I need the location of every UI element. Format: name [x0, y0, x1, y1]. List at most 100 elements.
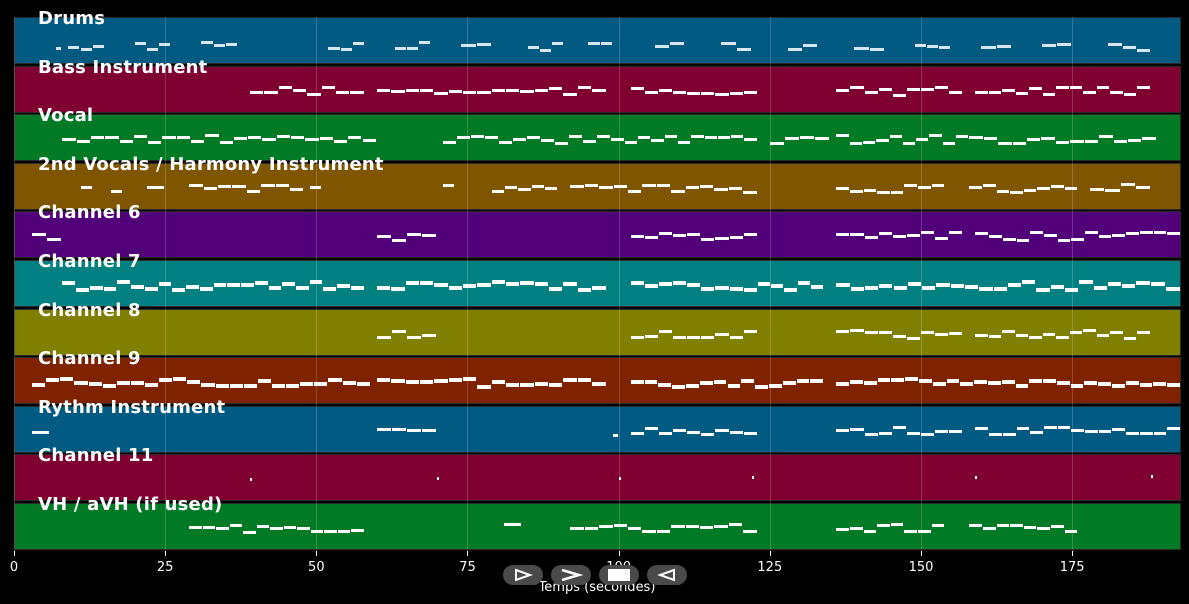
note-mark: [998, 142, 1012, 146]
play-button[interactable]: [503, 565, 543, 585]
note-mark: [982, 527, 996, 530]
note-mark: [286, 384, 300, 389]
note-mark: [854, 47, 869, 50]
note-mark: [1071, 238, 1085, 242]
note-mark: [1167, 426, 1180, 430]
track-label: Drums: [38, 8, 106, 29]
note-mark: [201, 41, 213, 44]
note-mark: [736, 48, 751, 51]
note-mark: [890, 190, 904, 194]
x-tick-mark: [920, 551, 922, 556]
note-mark: [350, 286, 364, 290]
note-mark: [544, 186, 558, 190]
note-mark: [213, 44, 225, 47]
note-mark: [419, 88, 434, 92]
note-mark: [391, 89, 405, 93]
note-mark: [630, 281, 644, 285]
note-mark: [1122, 46, 1136, 49]
note-mark: [699, 381, 713, 386]
x-tick-mark: [769, 551, 771, 556]
note-mark: [1090, 187, 1105, 191]
note-mark: [1142, 137, 1156, 141]
note-mark: [836, 382, 850, 387]
note-mark: [906, 431, 920, 435]
note-mark: [651, 139, 664, 143]
note-mark: [671, 525, 685, 528]
note-mark: [815, 137, 830, 141]
note-mark: [376, 335, 391, 339]
note-mark: [974, 380, 987, 385]
note-mark: [376, 235, 391, 239]
note-mark: [1126, 431, 1139, 435]
note-mark: [630, 380, 644, 385]
note-mark: [849, 142, 862, 146]
note-mark: [506, 383, 520, 388]
note-mark: [134, 42, 146, 45]
note-mark: [584, 183, 599, 187]
note-mark: [1057, 425, 1071, 429]
note-mark: [216, 527, 229, 530]
note-mark: [931, 524, 945, 527]
note-mark: [1041, 137, 1055, 141]
note-mark: [394, 47, 407, 50]
note-mark: [687, 430, 701, 434]
note-mark: [1137, 330, 1150, 334]
note-mark: [600, 42, 612, 45]
note-mark: [917, 185, 931, 189]
note-mark: [673, 90, 687, 94]
note-mark: [391, 239, 407, 243]
note-mark: [314, 382, 328, 387]
note-mark: [850, 427, 864, 431]
note-mark: [810, 285, 824, 289]
note-mark: [989, 235, 1002, 239]
note-mark: [563, 378, 577, 383]
note-mark: [588, 42, 600, 45]
forward-button[interactable]: [551, 565, 591, 585]
note-mark: [1029, 86, 1042, 90]
note-mark: [520, 281, 534, 285]
note-mark: [714, 525, 728, 528]
note-mark: [863, 530, 877, 533]
note-mark: [1165, 287, 1180, 291]
note-mark: [1105, 188, 1120, 192]
note-mark: [1084, 381, 1098, 386]
note-mark: [717, 136, 731, 140]
note-mark: [877, 524, 890, 527]
note-mark: [902, 142, 916, 146]
note-mark: [462, 284, 477, 288]
note-mark: [213, 283, 227, 287]
note-mark: [1029, 335, 1042, 339]
note-mark: [618, 477, 621, 481]
note-mark: [714, 187, 728, 191]
note-mark: [964, 285, 979, 289]
note-mark: [310, 185, 322, 189]
note-mark: [1070, 140, 1084, 144]
note-mark: [205, 134, 219, 138]
stop-button[interactable]: [599, 565, 639, 585]
note-mark: [1037, 186, 1050, 190]
note-mark: [1037, 527, 1050, 530]
note-mark: [457, 136, 471, 140]
note-mark: [362, 139, 376, 143]
note-mark: [176, 136, 190, 140]
back-button[interactable]: [647, 565, 687, 585]
track-label: Rythm Instrument: [38, 396, 226, 418]
note-mark: [1110, 90, 1123, 94]
track-label: Channel 7: [38, 251, 141, 272]
note-mark: [32, 383, 46, 388]
note-mark: [233, 137, 248, 141]
x-tick-mark: [618, 551, 620, 556]
note-mark: [1112, 234, 1126, 238]
note-mark: [1043, 234, 1057, 238]
note-mark: [249, 478, 252, 482]
note-mark: [850, 328, 864, 332]
note-mark: [654, 45, 670, 48]
note-mark: [270, 527, 283, 530]
note-mark: [1050, 184, 1064, 188]
track-lane: [14, 308, 1181, 356]
note-mark: [1056, 85, 1069, 89]
note-mark: [836, 88, 850, 92]
note-mark: [405, 281, 419, 285]
note-mark: [1098, 382, 1112, 387]
note-mark: [983, 137, 998, 141]
